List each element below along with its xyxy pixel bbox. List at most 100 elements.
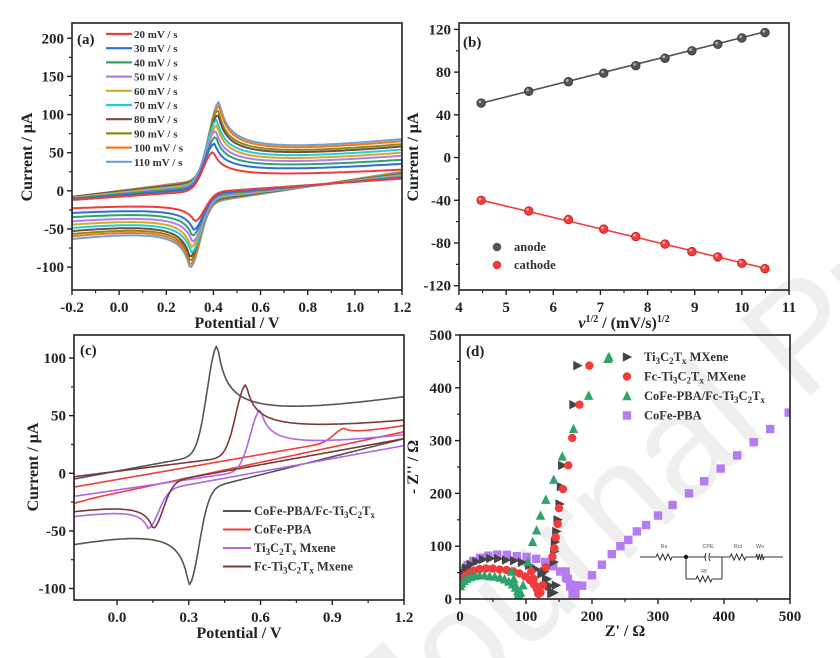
subscript: 2 — [748, 395, 753, 405]
data-point-highlight — [762, 265, 766, 269]
legend-label-80-mv-s: 80 mV / s — [134, 114, 178, 126]
cv-curve-fc-ti3c2tx-mxene — [74, 384, 404, 529]
x-tick-label: 0.3 — [179, 610, 198, 626]
y-tick-label: 0 — [444, 151, 452, 167]
label-text: C — [739, 389, 748, 403]
data-point-anode — [476, 98, 486, 108]
y-tick-label: -120 — [424, 279, 452, 295]
nyquist-point-cofe-pba — [700, 477, 709, 486]
nyquist-point-ti3c2tx-mxene — [569, 399, 579, 410]
y-tick-label: 150 — [42, 69, 65, 85]
label-text: Mxene — [314, 560, 354, 574]
y-tick-label: 50 — [49, 146, 64, 162]
data-point-cathode — [660, 239, 670, 249]
nyquist-point-cofe-pba — [587, 571, 597, 580]
x-tick-label: 300 — [647, 609, 670, 625]
nyquist-point-cofe-pba — [749, 437, 758, 447]
legend-label-30-mv-s: 30 mV / s — [134, 43, 178, 55]
panel-c-xlabel: Potential / V — [196, 625, 281, 642]
label-text: T — [301, 560, 310, 574]
panel-a-xlabel: Potential / V — [194, 315, 279, 332]
label-text: Fc-Ti — [644, 370, 673, 384]
data-point-highlight — [662, 55, 666, 59]
legend-label-ti3c2tx-mxene: Ti3C2Tx MXene — [644, 350, 729, 366]
x-tick-label: 1.2 — [393, 300, 412, 316]
data-point-highlight — [739, 260, 743, 264]
panel-a-label: (a) — [77, 32, 95, 48]
nyquist-point-cofe-pba — [632, 527, 642, 536]
panel-b-frame — [458, 22, 790, 291]
label-text: C — [677, 370, 686, 384]
cv-curve-30-mv-s — [72, 142, 402, 231]
label-text: T — [284, 541, 293, 555]
panel-a-plot-area — [72, 101, 402, 268]
label-text: C — [287, 560, 296, 574]
nyquist-point-fc-ti3c2tx-mxene — [495, 565, 504, 574]
legend-label-110-mv-s: 110 mV / s — [134, 157, 183, 169]
panel-d-label: (d) — [466, 344, 484, 360]
legend-label-50-mv-s: 50 mV / s — [134, 72, 178, 84]
subscript: 3 — [673, 376, 678, 386]
nyquist-point-cofe-pba — [766, 424, 775, 434]
x-tick-label: 500 — [779, 609, 802, 625]
nyquist-point-cofe-pba — [502, 550, 512, 559]
subscript: 2 — [296, 566, 301, 576]
panel-b-ticks: 4 5 6 7 8 9 10 11 -120 -80 -40 0 40 80 120 Current / μA — [405, 22, 796, 316]
label-text: CoFe-PBA/Fc-Ti — [254, 504, 345, 518]
legend-label-cofe-pba-fc-ti3c2tx: CoFe-PBA/Fc-Ti3C2Tx — [644, 389, 765, 405]
y-tick-label: -50 — [44, 222, 64, 238]
data-point-cathode — [563, 214, 574, 225]
nyquist-point-cofe-pba-fc-ti3c2tx — [518, 580, 528, 590]
nyquist-point-fc-ti3c2tx-mxene — [554, 503, 564, 513]
x-tick-label: -0.2 — [60, 300, 84, 316]
subscript: 2 — [279, 547, 284, 557]
label-text: T — [752, 389, 761, 403]
data-point-anode — [713, 39, 723, 50]
label-text: T — [362, 504, 371, 518]
panel-c-cv-comparison: 0.0 0.3 0.6 0.9 1.2 -100 -50 0 50 100 (c) Potenti… — [25, 334, 414, 642]
legend-label-60-mv-s: 60 mV / s — [134, 86, 178, 98]
series-group — [460, 353, 790, 599]
nyquist-point-cofe-pba-fc-ti3c2tx — [523, 556, 533, 567]
nyquist-point-ti3c2tx-mxene — [502, 555, 512, 565]
nyquist-point-fc-ti3c2tx-mxene — [541, 563, 550, 572]
cv-curve-40-mv-s — [72, 136, 402, 237]
nyquist-point-fc-ti3c2tx-mxene — [575, 400, 584, 409]
legend-marker-fc-ti3c2tx-mxene — [622, 372, 632, 381]
nyquist-point-cofe-pba — [653, 511, 663, 520]
data-point-highlight — [633, 233, 636, 237]
nyquist-point-cofe-pba — [597, 560, 607, 569]
legend-label-100-mv-s: 100 mV / s — [134, 143, 184, 155]
nyquist-point-cofe-pba-fc-ti3c2tx — [516, 587, 526, 597]
y-tick-label: 200 — [42, 31, 65, 47]
label-text: Ti — [644, 350, 656, 364]
x-tick-label: 0.4 — [204, 300, 223, 316]
panel-c-ticks: 0.0 0.3 0.6 0.9 1.2 -100 -50 0 50 100 — [39, 351, 414, 626]
nyquist-point-ti3c2tx-mxene — [486, 553, 496, 564]
data-point-highlight — [565, 216, 569, 220]
panel-c-plot-area — [74, 345, 404, 586]
x-tick-label: 0.6 — [251, 610, 270, 626]
legend-marker-ti3c2tx-mxene — [622, 352, 633, 362]
series-group — [72, 101, 402, 268]
nyquist-point-fc-ti3c2tx-mxene — [475, 564, 484, 574]
nyquist-point-fc-ti3c2tx-mxene — [564, 461, 573, 470]
nyquist-point-fc-ti3c2tx-mxene — [568, 433, 577, 443]
legend-label-cathode: cathode — [514, 258, 556, 272]
subscript: 3 — [344, 510, 349, 520]
panel-b-ylabel: Current / μA — [405, 112, 422, 201]
label-text: T — [674, 350, 683, 364]
y-tick-label: 0 — [59, 466, 67, 482]
nyquist-point-cofe-pba — [512, 552, 521, 561]
x-tick-label: 11 — [782, 300, 796, 316]
y-tick-label: 500 — [430, 328, 453, 344]
panel-c-frame — [73, 334, 405, 601]
legend-marker-cofe-pba — [622, 411, 632, 420]
nyquist-point-cofe-pba — [641, 520, 651, 530]
nyquist-point-ti3c2tx-mxene — [493, 554, 504, 564]
panel-d-ylabel: - Z'' / Ω — [405, 440, 422, 494]
data-point-cathode — [737, 258, 747, 269]
nyquist-point-cofe-pba-fc-ti3c2tx — [511, 581, 521, 591]
y-tick-label: -100 — [37, 260, 65, 276]
